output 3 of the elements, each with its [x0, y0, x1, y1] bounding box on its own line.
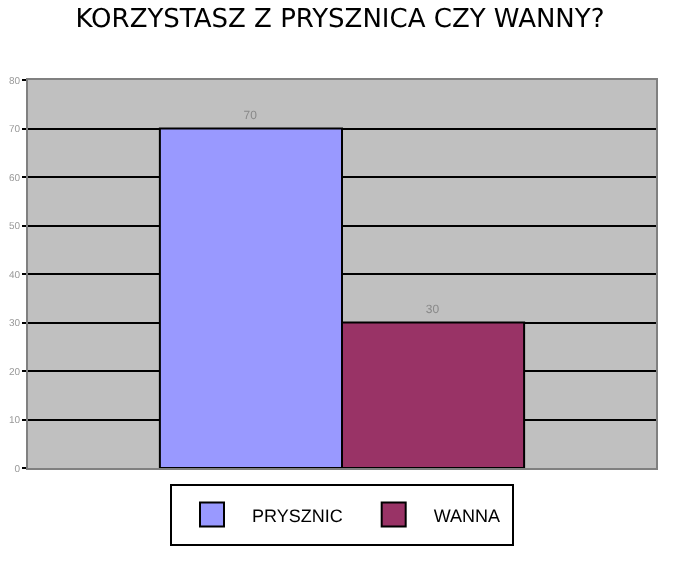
legend-label: WANNA: [433, 505, 501, 526]
chart-title: KORZYSTASZ Z PRYSZNICA CZY WANNY?: [75, 4, 605, 35]
legend-label: PRYSZNIC: [252, 505, 344, 526]
